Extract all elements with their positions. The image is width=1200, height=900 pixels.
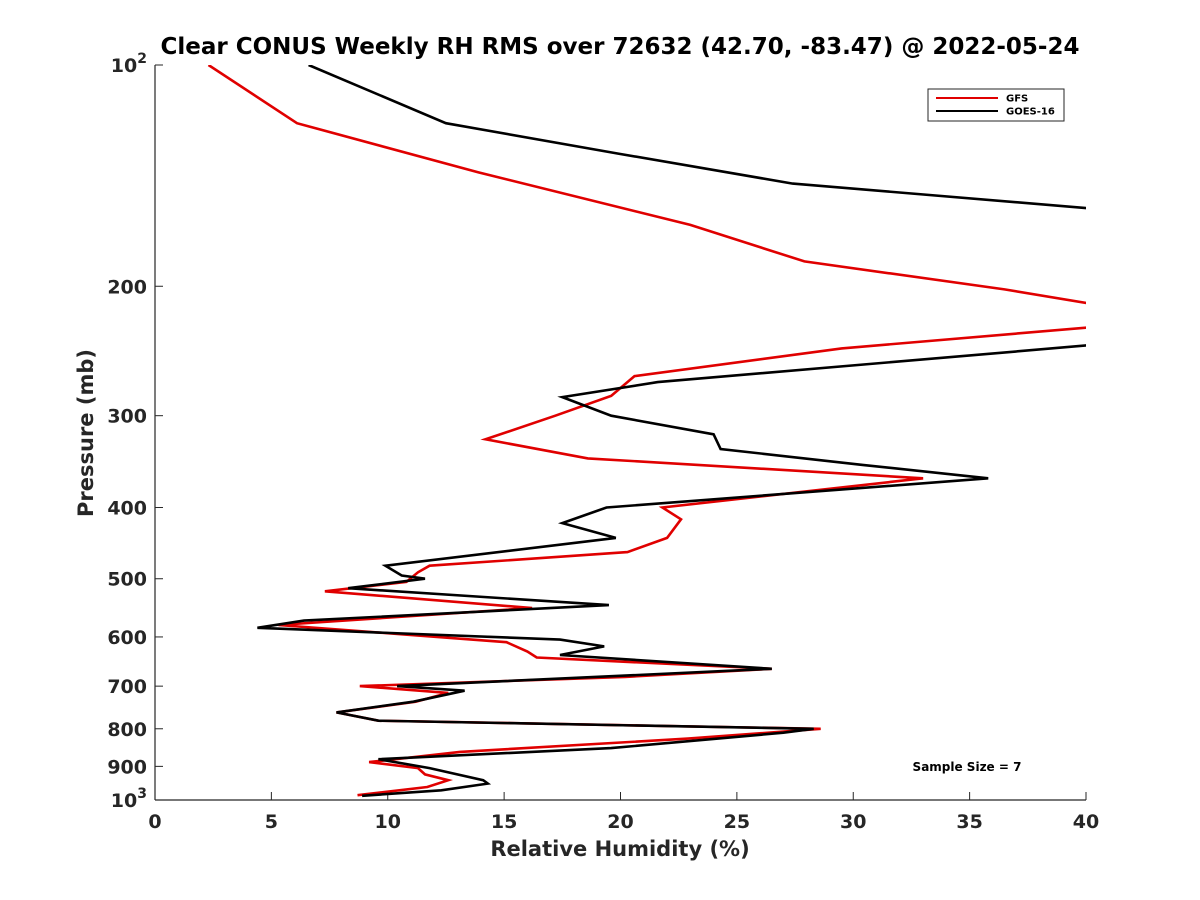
series-line-goes16	[257, 65, 1086, 798]
y-tick-base: 10	[111, 55, 137, 77]
x-axis-ticks: 0 5 10 15 20 25 30 35 40	[148, 792, 1099, 833]
series-line-gfs	[207, 65, 1086, 797]
legend-label-goes16: GOES-16	[1006, 107, 1055, 118]
y-tick-label: 102	[111, 51, 147, 77]
x-tick-label: 30	[840, 811, 866, 833]
chart-title: Clear CONUS Weekly RH RMS over 72632 (42…	[161, 34, 1080, 60]
x-tick-label: 35	[956, 811, 982, 833]
x-tick-label: 25	[724, 811, 750, 833]
x-tick-label: 15	[491, 811, 517, 833]
y-tick-label: 500	[107, 569, 147, 591]
x-tick-label: 40	[1073, 811, 1099, 833]
legend-label-gfs: GFS	[1006, 94, 1028, 105]
sample-size-annotation: Sample Size = 7	[913, 760, 1022, 774]
legend-box	[927, 88, 1065, 122]
y-tick-label: 700	[107, 676, 147, 698]
x-tick-label: 20	[607, 811, 633, 833]
series-layer	[207, 65, 1086, 798]
y-tick-exponent: 3	[137, 786, 147, 802]
y-tick-exponent: 2	[137, 51, 147, 67]
y-tick-label: 900	[107, 756, 147, 778]
y-tick-label: 300	[107, 406, 147, 428]
y-axis-label: Pressure (mb)	[74, 349, 98, 517]
legend: GFS GOES-16	[927, 88, 1065, 122]
x-axis-label: Relative Humidity (%)	[490, 837, 749, 861]
y-tick-label: 103	[111, 786, 147, 812]
y-tick-label: 800	[107, 719, 147, 741]
y-tick-base: 10	[111, 790, 137, 812]
x-tick-label: 0	[148, 811, 161, 833]
x-tick-label: 10	[375, 811, 401, 833]
x-tick-label: 5	[265, 811, 278, 833]
y-tick-label: 200	[107, 276, 147, 298]
y-tick-label: 600	[107, 627, 147, 649]
y-tick-label: 400	[107, 498, 147, 520]
